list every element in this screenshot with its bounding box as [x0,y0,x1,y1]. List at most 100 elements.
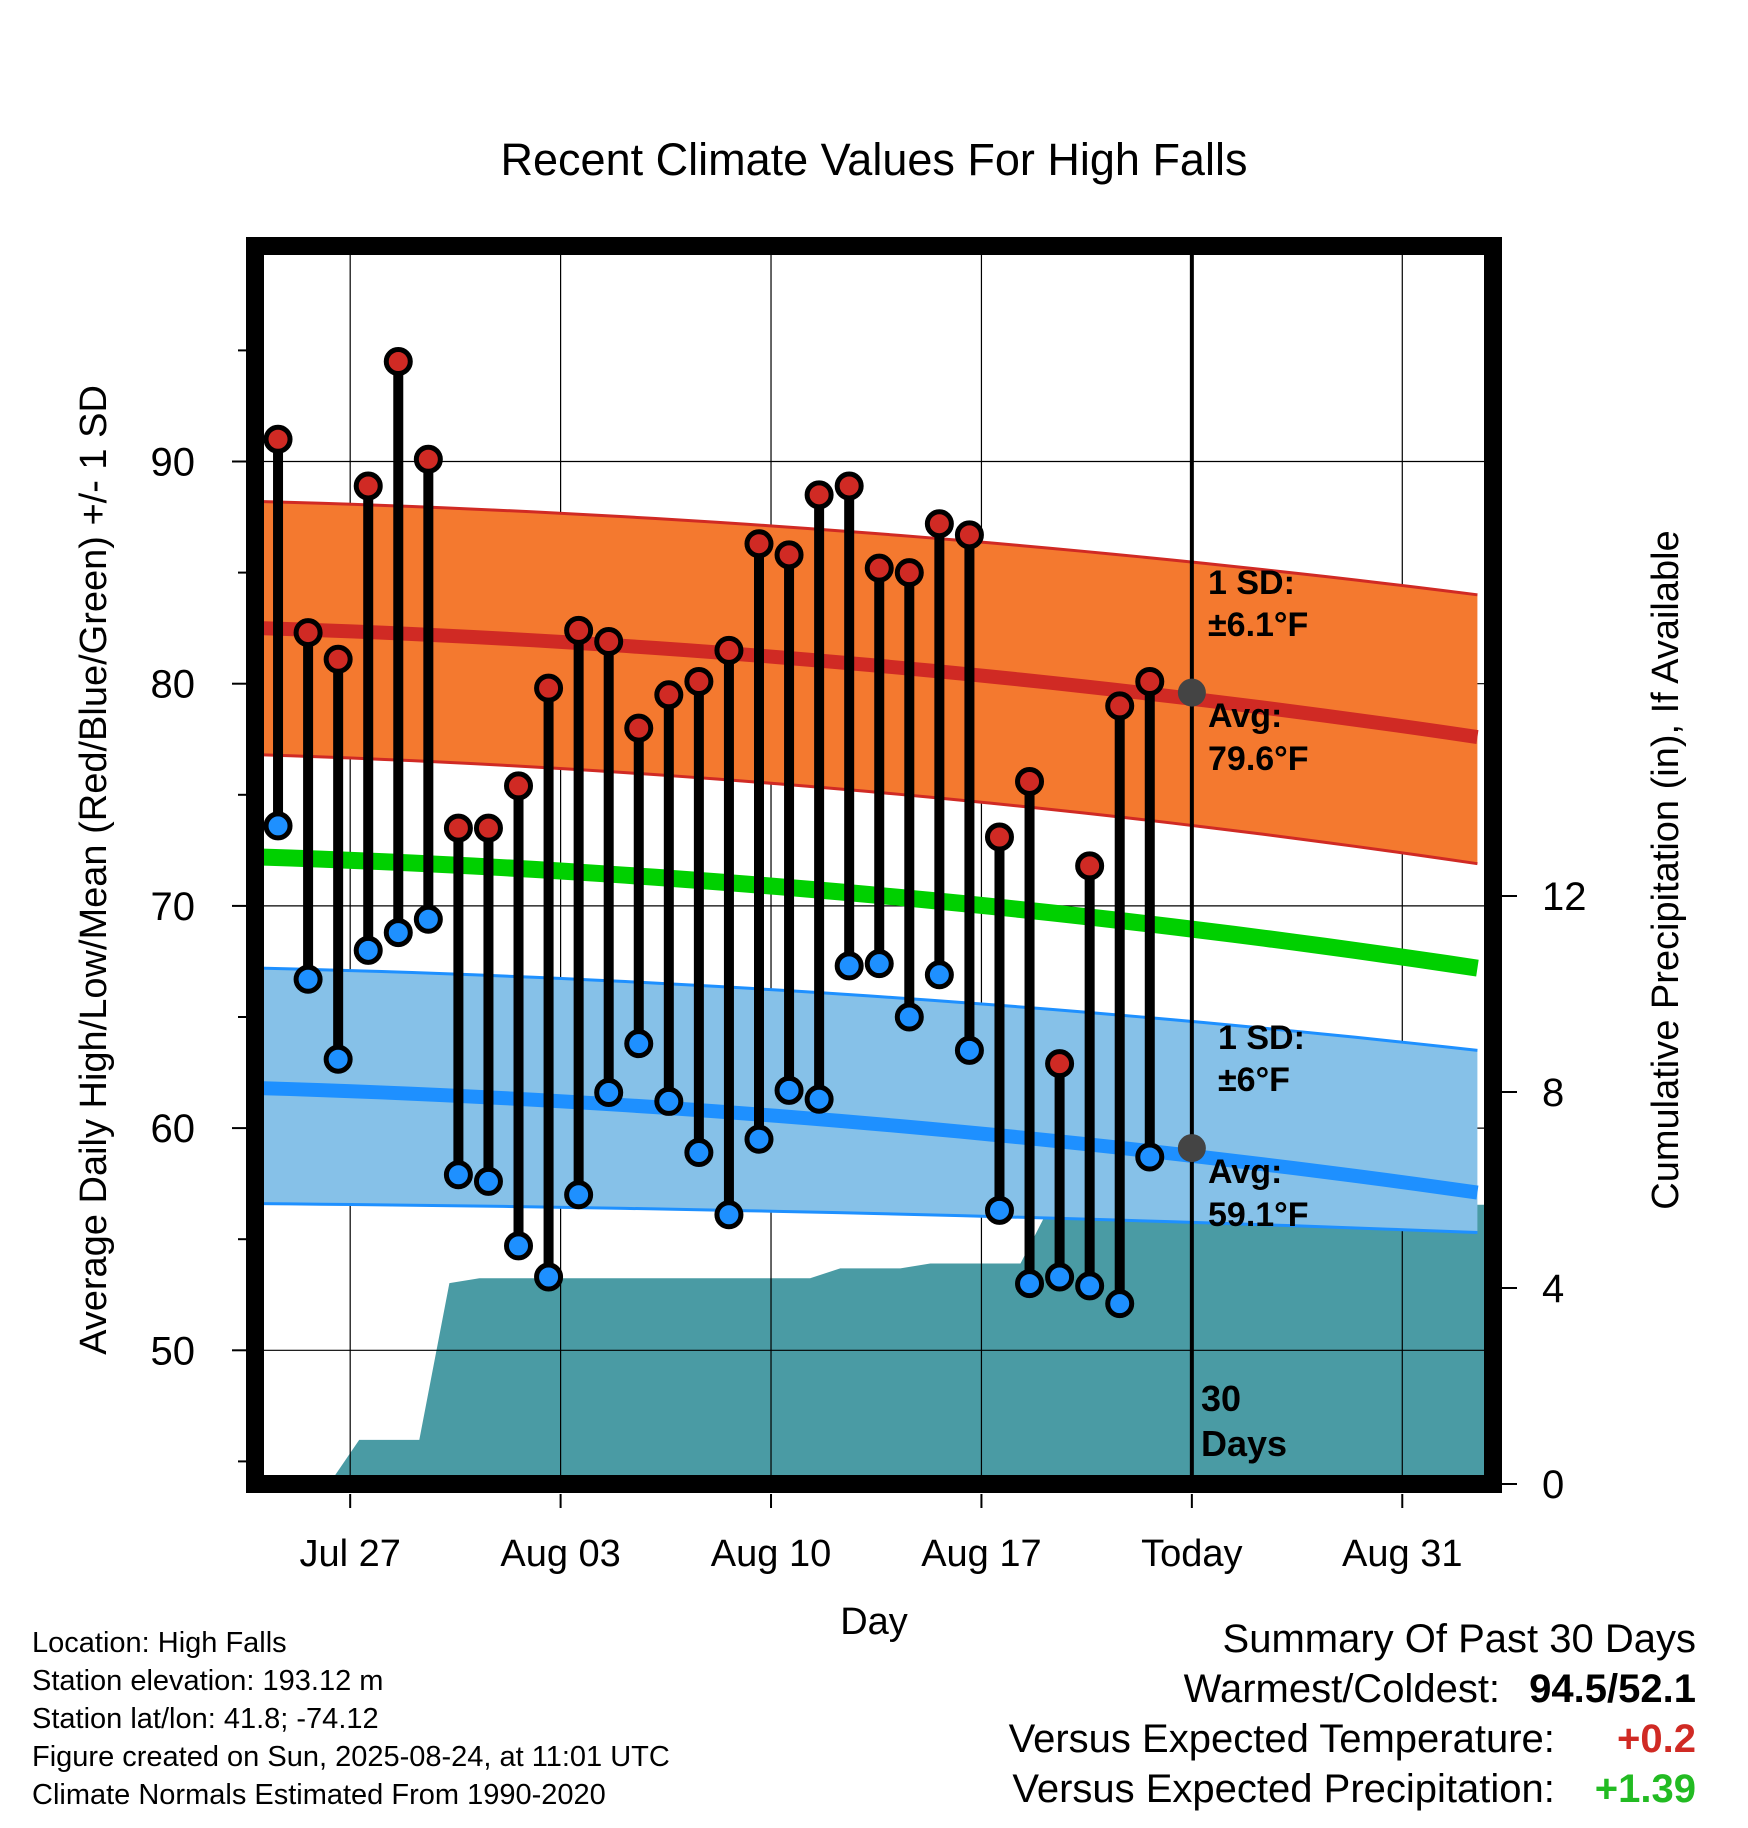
elevation-text: Station elevation: 193.12 m [32,1665,384,1697]
daily-high-point [504,771,534,801]
y2-tick-label: 12 [1542,875,1587,919]
daily-high-point [443,813,473,843]
daily-low-point [744,1124,774,1154]
daily-high-point [1105,691,1135,721]
daily-high-point [323,644,353,674]
daily-low-point [504,1231,534,1261]
temperature-label: Versus Expected Temperature: [1008,1717,1555,1761]
daily-low-point [834,951,864,981]
daily-low-point [984,1195,1014,1225]
daily-high-point [1045,1049,1075,1079]
created-text: Figure created on Sun, 2025-08-24, at 11… [32,1741,670,1773]
daily-high-point [564,615,594,645]
daily-low-point [1105,1289,1135,1319]
daily-high-point [654,680,684,710]
precipitation-label: Versus Expected Precipitation: [1012,1767,1555,1811]
daily-high-point [263,424,293,454]
daily-high-point [804,480,834,510]
high-sd-band-upper-edge [259,499,1478,597]
plot-frame [246,237,1502,1493]
x-axis-label: Day [840,1601,908,1643]
temperature-row: Versus Expected Temperature: +0.2 [1009,1714,1696,1764]
daily-low-point [564,1180,594,1210]
daily-low-point [1075,1271,1105,1301]
daily-low-point [684,1138,714,1168]
daily-low-point [624,1029,654,1059]
daily-high-point [1135,666,1165,696]
x-tick-label: Aug 17 [921,1533,1041,1575]
temperature-value: +0.2 [1617,1717,1696,1761]
daily-high-point [684,666,714,696]
daily-low-point [774,1075,804,1105]
low-sd-value: ±6°F [1218,1061,1290,1099]
daily-low-point [864,949,894,979]
daily-high-point [624,713,654,743]
x-tick-label: Jul 27 [299,1533,400,1575]
x-tick-label: Aug 03 [500,1533,620,1575]
y2-axis-label: Cumulative Precipitation (in), If Availa… [1645,530,1687,1209]
y-tick-label: 60 [151,1107,196,1151]
daily-high-point [1075,851,1105,881]
low-avg-label: Avg: [1208,1153,1282,1191]
high-sd-band-lower-edge [259,753,1478,866]
daily-low-point [353,935,383,965]
daily-high-point [383,347,413,377]
daily-low-point [924,960,954,990]
daily-high-point [413,444,443,474]
daily-low-point [293,964,323,994]
daily-high-point [924,509,954,539]
latlon-text: Station lat/lon: 41.8; -74.12 [32,1703,379,1735]
daily-low-point [323,1044,353,1074]
y2-tick-label: 8 [1542,1071,1564,1115]
y-axis-label: Average Daily High/Low/Mean (Red/Blue/Gr… [73,385,115,1355]
daily-high-point [774,540,804,570]
y-tick-label: 70 [151,885,196,929]
daily-low-point [443,1160,473,1190]
daily-low-point [1135,1142,1165,1172]
daily-high-point [894,558,924,588]
daily-high-point [954,520,984,550]
daily-high-point [594,626,624,656]
daily-low-point [654,1086,684,1116]
daily-low-point [894,1002,924,1032]
daily-high-point [744,529,774,559]
daily-low-point [594,1078,624,1108]
summary-heading: Summary Of Past 30 Days [1222,1617,1696,1661]
y-tick-label: 50 [151,1329,196,1373]
precipitation-area [260,1204,1493,1484]
avg-high-line [259,621,1479,744]
daily-low-point [383,918,413,948]
x-tick-label: Aug 31 [1342,1533,1462,1575]
chart-title: Recent Climate Values For High Falls [501,134,1248,185]
normals-text: Climate Normals Estimated From 1990-2020 [32,1779,606,1811]
location-text: Location: High Falls [32,1627,287,1659]
days-unit-label: Days [1201,1423,1287,1464]
x-tick-label: Aug 10 [711,1533,831,1575]
avg-mean-line [259,848,1479,977]
daily-high-point [834,471,864,501]
y-tick-label: 80 [151,663,196,707]
y2-tick-label: 4 [1542,1267,1564,1311]
daily-high-point [353,471,383,501]
daily-low-point [714,1200,744,1230]
warmest-coldest-label: Warmest/Coldest: [1183,1667,1501,1711]
warmest-coldest-row: Warmest/Coldest: 94.5/52.1 [1009,1664,1696,1714]
station-info: Location: High Falls Station elevation: … [32,1624,670,1814]
days-count-label: 30 [1201,1378,1241,1419]
x-tick-label: Today [1141,1533,1242,1575]
high-avg-label: Avg: [1208,697,1282,735]
y2-tick-label: 0 [1542,1463,1564,1507]
high-sd-value: ±6.1°F [1208,606,1308,644]
daily-low-point [1045,1262,1075,1292]
daily-high-point [984,822,1014,852]
daily-high-point [1015,766,1045,796]
daily-high-point [864,553,894,583]
precipitation-row: Versus Expected Precipitation: +1.39 [1009,1764,1696,1814]
low-sd-band-lower-edge [259,1202,1478,1235]
warmest-coldest-value: 94.5/52.1 [1529,1667,1696,1711]
daily-low-point [263,811,293,841]
low-avg-value: 59.1°F [1208,1196,1309,1234]
daily-low-point [473,1166,503,1196]
today-avg-low-marker [1177,1134,1206,1163]
